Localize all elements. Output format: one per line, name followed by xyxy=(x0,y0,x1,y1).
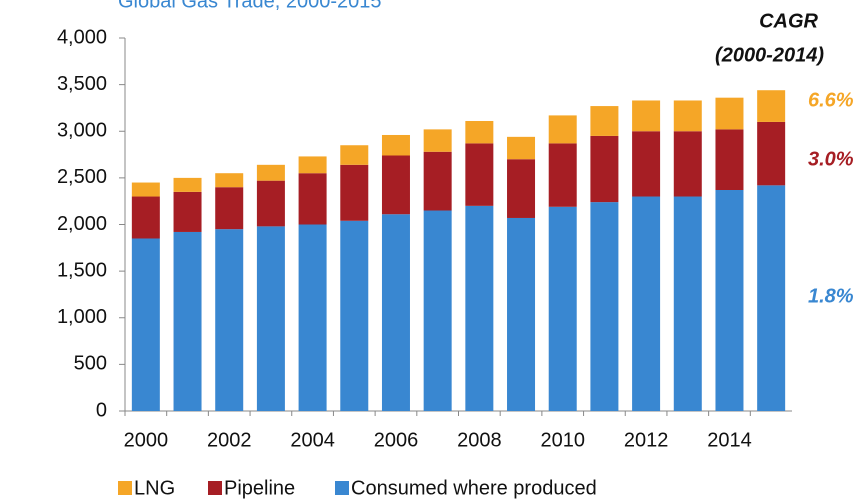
bar-segment xyxy=(381,134,410,156)
bar-segment xyxy=(715,97,744,130)
bar-segment xyxy=(256,180,285,227)
bar-segment xyxy=(548,115,577,144)
y-tick-label: 500 xyxy=(74,353,107,375)
bar-segment xyxy=(173,177,202,192)
cagr-lng: 6.6% xyxy=(808,89,854,111)
y-tick-label: 4,000 xyxy=(57,26,107,48)
x-tick-label: 2014 xyxy=(707,429,752,451)
bar-segment xyxy=(590,135,619,203)
bar-segment xyxy=(340,164,369,221)
y-tick-label: 2,000 xyxy=(57,213,107,235)
legend-swatch xyxy=(335,481,349,495)
legend-label: Consumed where produced xyxy=(351,477,597,499)
bar-segment xyxy=(757,185,786,411)
legend-swatch xyxy=(118,481,132,495)
bar-segment xyxy=(548,206,577,411)
legend-label: LNG xyxy=(134,477,175,499)
bar-segment xyxy=(131,196,160,239)
chart-title: Global Gas Trade, 2000-2015 xyxy=(118,0,382,12)
bar-segment xyxy=(507,159,536,218)
bar-segment xyxy=(173,231,202,411)
bar-segment xyxy=(673,196,702,411)
bar-segment xyxy=(298,156,327,174)
y-tick-label: 0 xyxy=(96,399,107,421)
bar-segment xyxy=(590,202,619,411)
bar-segment xyxy=(298,173,327,225)
bar-segment xyxy=(632,196,661,411)
bar-segment xyxy=(340,145,369,165)
bar-segment xyxy=(131,238,160,411)
x-tick-label: 2004 xyxy=(290,429,335,451)
bar-segment xyxy=(215,187,244,230)
bar-segment xyxy=(423,129,452,152)
bar-segment xyxy=(131,182,160,197)
bar-segment xyxy=(507,217,536,411)
bar-segment xyxy=(507,136,536,160)
bar-segment xyxy=(757,90,786,122)
bar-segment xyxy=(215,173,244,188)
bar-segment xyxy=(673,100,702,132)
legend-label: Pipeline xyxy=(224,477,295,499)
bar-segment xyxy=(381,155,410,215)
bar-segment xyxy=(381,214,410,411)
x-tick-label: 2006 xyxy=(374,429,419,451)
y-tick-label: 3,000 xyxy=(57,120,107,142)
cagr-label: CAGR xyxy=(759,10,818,32)
bar-segment xyxy=(715,129,744,190)
x-tick-label: 2010 xyxy=(540,429,585,451)
bar-segment xyxy=(632,100,661,132)
bar-segment xyxy=(632,131,661,197)
cagr-pipeline: 3.0% xyxy=(808,148,854,170)
bar-segment xyxy=(590,106,619,136)
bar-segment xyxy=(256,164,285,181)
bar-segment xyxy=(715,189,744,411)
bar-segment xyxy=(256,226,285,411)
bar-segment xyxy=(465,120,494,144)
bar-segment xyxy=(340,220,369,411)
bar-segment xyxy=(465,205,494,411)
bar-segment xyxy=(423,151,452,211)
bar-segment xyxy=(757,121,786,186)
cagr-consumed: 1.8% xyxy=(808,285,854,307)
x-tick-label: 2012 xyxy=(624,429,669,451)
bar-segment xyxy=(173,191,202,232)
bar-segment xyxy=(673,131,702,197)
y-tick-label: 1,500 xyxy=(57,259,107,281)
x-tick-label: 2002 xyxy=(207,429,252,451)
cagr-period: (2000-2014) xyxy=(715,44,824,66)
y-tick-label: 3,500 xyxy=(57,73,107,95)
y-tick-label: 1,000 xyxy=(57,306,107,328)
bar-segment xyxy=(298,224,327,411)
x-tick-label: 2000 xyxy=(124,429,169,451)
legend-swatch xyxy=(208,481,222,495)
bar-segment xyxy=(215,229,244,411)
bar-segment xyxy=(548,143,577,207)
bar-segment xyxy=(465,143,494,206)
x-tick-label: 2008 xyxy=(457,429,502,451)
y-tick-label: 2,500 xyxy=(57,166,107,188)
bar-segment xyxy=(423,210,452,411)
